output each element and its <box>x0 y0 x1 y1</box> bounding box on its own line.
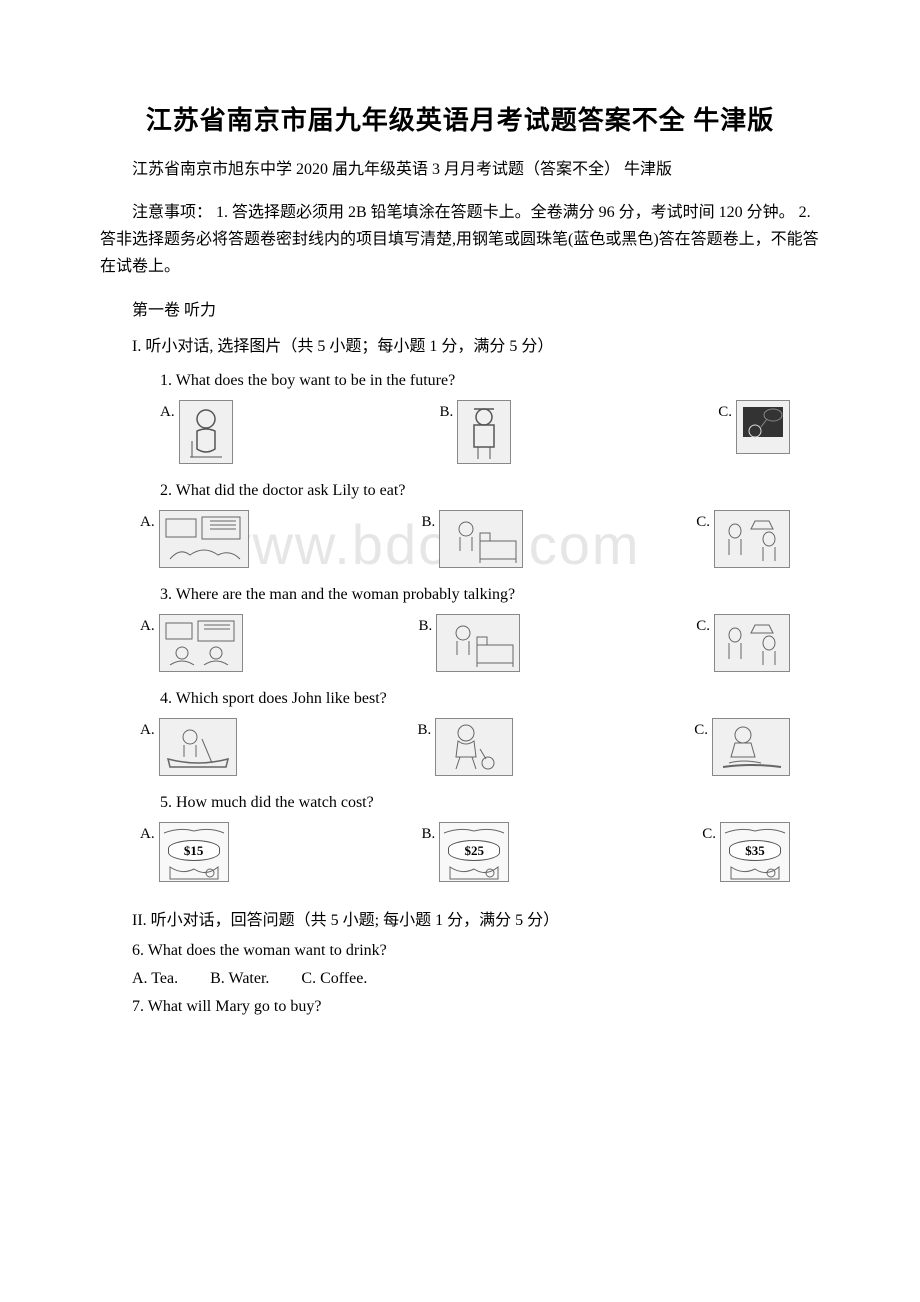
q2-option-b: B. <box>422 510 524 568</box>
q1-option-c: C. <box>718 400 790 454</box>
option-label: A. <box>140 514 155 531</box>
q2-option-a: A. <box>140 510 249 568</box>
section1-header: 第一卷 听力 <box>100 296 820 320</box>
question-4: 4. Which sport does John like best? A. B… <box>100 690 820 776</box>
scene-icon <box>714 614 790 672</box>
q5-option-c: C. $35 <box>702 822 790 882</box>
q6-answers: A. Tea. B. Water. C. Coffee. <box>100 970 820 988</box>
q4-option-a: A. <box>140 718 237 776</box>
q4-option-b: B. <box>418 718 514 776</box>
figure-icon <box>179 400 233 464</box>
price-value: $25 <box>448 840 500 861</box>
q4-option-c: C. <box>694 718 790 776</box>
option-label: C. <box>702 826 716 843</box>
q6-answer-a: A. Tea. <box>132 970 178 987</box>
option-label: C. <box>696 514 710 531</box>
figure-icon <box>457 400 511 464</box>
q4-options: A. B. C. <box>140 718 790 776</box>
scene-icon <box>436 614 520 672</box>
sport-icon <box>159 718 237 776</box>
option-label: B. <box>440 404 454 421</box>
q6-answer-c: C. Coffee. <box>301 970 367 987</box>
q6-text: 6. What does the woman want to drink? <box>100 942 820 960</box>
figure-icon <box>736 400 790 454</box>
q3-option-a: A. <box>140 614 243 672</box>
q3-option-b: B. <box>419 614 521 672</box>
q5-text: 5. How much did the watch cost? <box>160 794 820 812</box>
scene-icon <box>159 510 249 568</box>
q1-options: A. B. C. <box>160 400 790 464</box>
option-label: A. <box>140 826 155 843</box>
option-label: C. <box>694 722 708 739</box>
q3-option-c: C. <box>696 614 790 672</box>
option-label: B. <box>419 618 433 635</box>
instructions-text: 注意事项： 1. 答选择题必须用 2B 铅笔填涂在答题卡上。全卷满分 96 分，… <box>100 199 820 281</box>
option-label: C. <box>696 618 710 635</box>
q5-options: A. $15 B. $25 C. $35 <box>140 822 790 882</box>
q1-option-a: A. <box>160 400 233 464</box>
question-3: 3. Where are the man and the woman proba… <box>100 586 820 672</box>
q7-text: 7. What will Mary go to buy? <box>100 998 820 1016</box>
price-value: $35 <box>729 840 781 861</box>
question-1: 1. What does the boy want to be in the f… <box>100 372 820 464</box>
sport-icon <box>435 718 513 776</box>
price-icon: $25 <box>439 822 509 882</box>
option-label: B. <box>422 514 436 531</box>
price-icon: $35 <box>720 822 790 882</box>
price-value: $15 <box>168 840 220 861</box>
q5-option-a: A. $15 <box>140 822 229 882</box>
q1-text: 1. What does the boy want to be in the f… <box>160 372 820 390</box>
q3-text: 3. Where are the man and the woman proba… <box>160 586 820 604</box>
q6-answer-b: B. Water. <box>210 970 269 987</box>
option-label: A. <box>160 404 175 421</box>
q2-option-c: C. <box>696 510 790 568</box>
subtitle: 江苏省南京市旭东中学 2020 届九年级英语 3 月月考试题（答案不全） 牛津版 <box>100 157 820 183</box>
section1-sub: I. 听小对话, 选择图片（共 5 小题；每小题 1 分，满分 5 分） <box>100 332 820 356</box>
q3-options: A. B. C. <box>140 614 790 672</box>
option-label: B. <box>422 826 436 843</box>
option-label: A. <box>140 618 155 635</box>
option-label: C. <box>718 404 732 421</box>
question-5: 5. How much did the watch cost? A. $15 B… <box>100 794 820 882</box>
q2-options: A. B. C. <box>140 510 790 568</box>
scene-icon <box>439 510 523 568</box>
page-title: 江苏省南京市届九年级英语月考试题答案不全 牛津版 <box>100 100 820 137</box>
scene-icon <box>159 614 243 672</box>
section2-header: II. 听小对话，回答问题（共 5 小题; 每小题 1 分，满分 5 分） <box>100 906 820 930</box>
scene-icon <box>714 510 790 568</box>
q5-option-b: B. $25 <box>422 822 510 882</box>
question-2: 2. What did the doctor ask Lily to eat? … <box>100 482 820 568</box>
q1-option-b: B. <box>440 400 512 464</box>
option-label: A. <box>140 722 155 739</box>
price-icon: $15 <box>159 822 229 882</box>
sport-icon <box>712 718 790 776</box>
option-label: B. <box>418 722 432 739</box>
page-content: 江苏省南京市届九年级英语月考试题答案不全 牛津版 江苏省南京市旭东中学 2020… <box>100 100 820 1016</box>
q2-text: 2. What did the doctor ask Lily to eat? <box>160 482 820 500</box>
q4-text: 4. Which sport does John like best? <box>160 690 820 708</box>
